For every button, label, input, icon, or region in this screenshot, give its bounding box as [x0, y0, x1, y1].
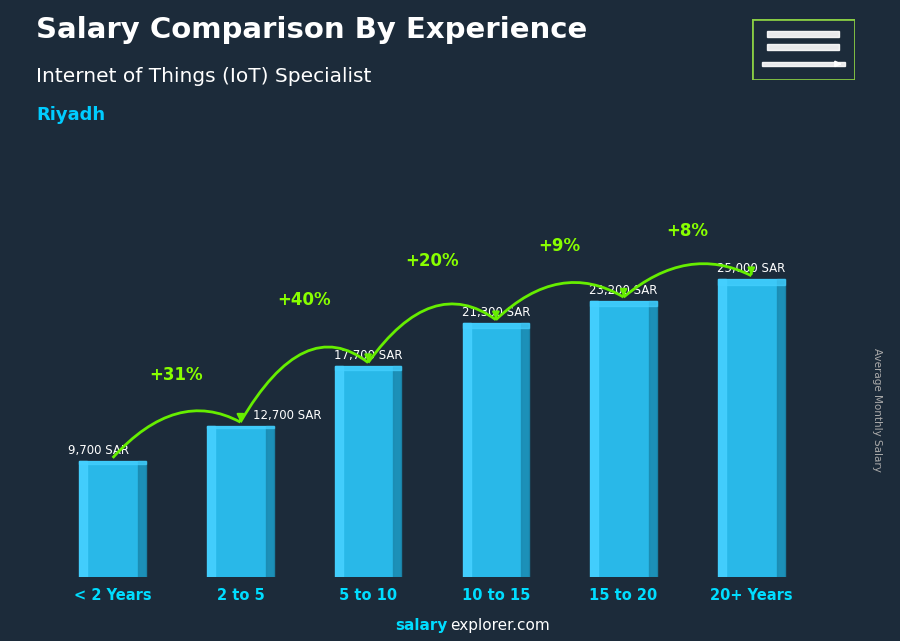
Text: +20%: +20% — [405, 252, 459, 270]
Text: 9,700 SAR: 9,700 SAR — [68, 444, 129, 457]
Bar — [335, 366, 401, 370]
Text: +40%: +40% — [277, 291, 331, 309]
Bar — [590, 301, 657, 306]
Bar — [590, 301, 657, 577]
Bar — [761, 62, 844, 66]
Text: 23,200 SAR: 23,200 SAR — [590, 283, 658, 297]
Bar — [767, 44, 840, 50]
Bar — [718, 279, 785, 577]
Bar — [767, 31, 840, 37]
Text: 12,700 SAR: 12,700 SAR — [253, 408, 321, 422]
Text: salary: salary — [395, 619, 447, 633]
Bar — [463, 323, 529, 328]
Text: +8%: +8% — [667, 222, 708, 240]
Bar — [138, 462, 146, 577]
Bar — [777, 279, 785, 577]
Text: 21,300 SAR: 21,300 SAR — [462, 306, 530, 319]
Bar — [463, 323, 471, 577]
Bar — [521, 323, 529, 577]
Bar — [335, 366, 401, 577]
Bar — [79, 462, 146, 463]
Bar — [79, 462, 87, 577]
Bar — [718, 279, 785, 285]
Bar — [590, 301, 598, 577]
Bar — [207, 426, 274, 428]
Bar — [335, 366, 343, 577]
Text: +31%: +31% — [149, 366, 203, 384]
Text: 17,700 SAR: 17,700 SAR — [334, 349, 402, 362]
Text: Salary Comparison By Experience: Salary Comparison By Experience — [36, 16, 587, 44]
Text: Riyadh: Riyadh — [36, 106, 105, 124]
Bar — [393, 366, 401, 577]
Text: Average Monthly Salary: Average Monthly Salary — [872, 348, 883, 472]
Text: +9%: +9% — [539, 237, 580, 256]
Text: 25,000 SAR: 25,000 SAR — [717, 262, 786, 275]
Bar — [266, 426, 274, 577]
Bar — [463, 323, 529, 577]
Text: Internet of Things (IoT) Specialist: Internet of Things (IoT) Specialist — [36, 67, 372, 87]
Text: explorer.com: explorer.com — [450, 619, 550, 633]
Bar — [207, 426, 274, 577]
Bar — [718, 279, 726, 577]
Bar — [79, 462, 146, 577]
Bar — [649, 301, 657, 577]
Bar — [207, 426, 215, 577]
